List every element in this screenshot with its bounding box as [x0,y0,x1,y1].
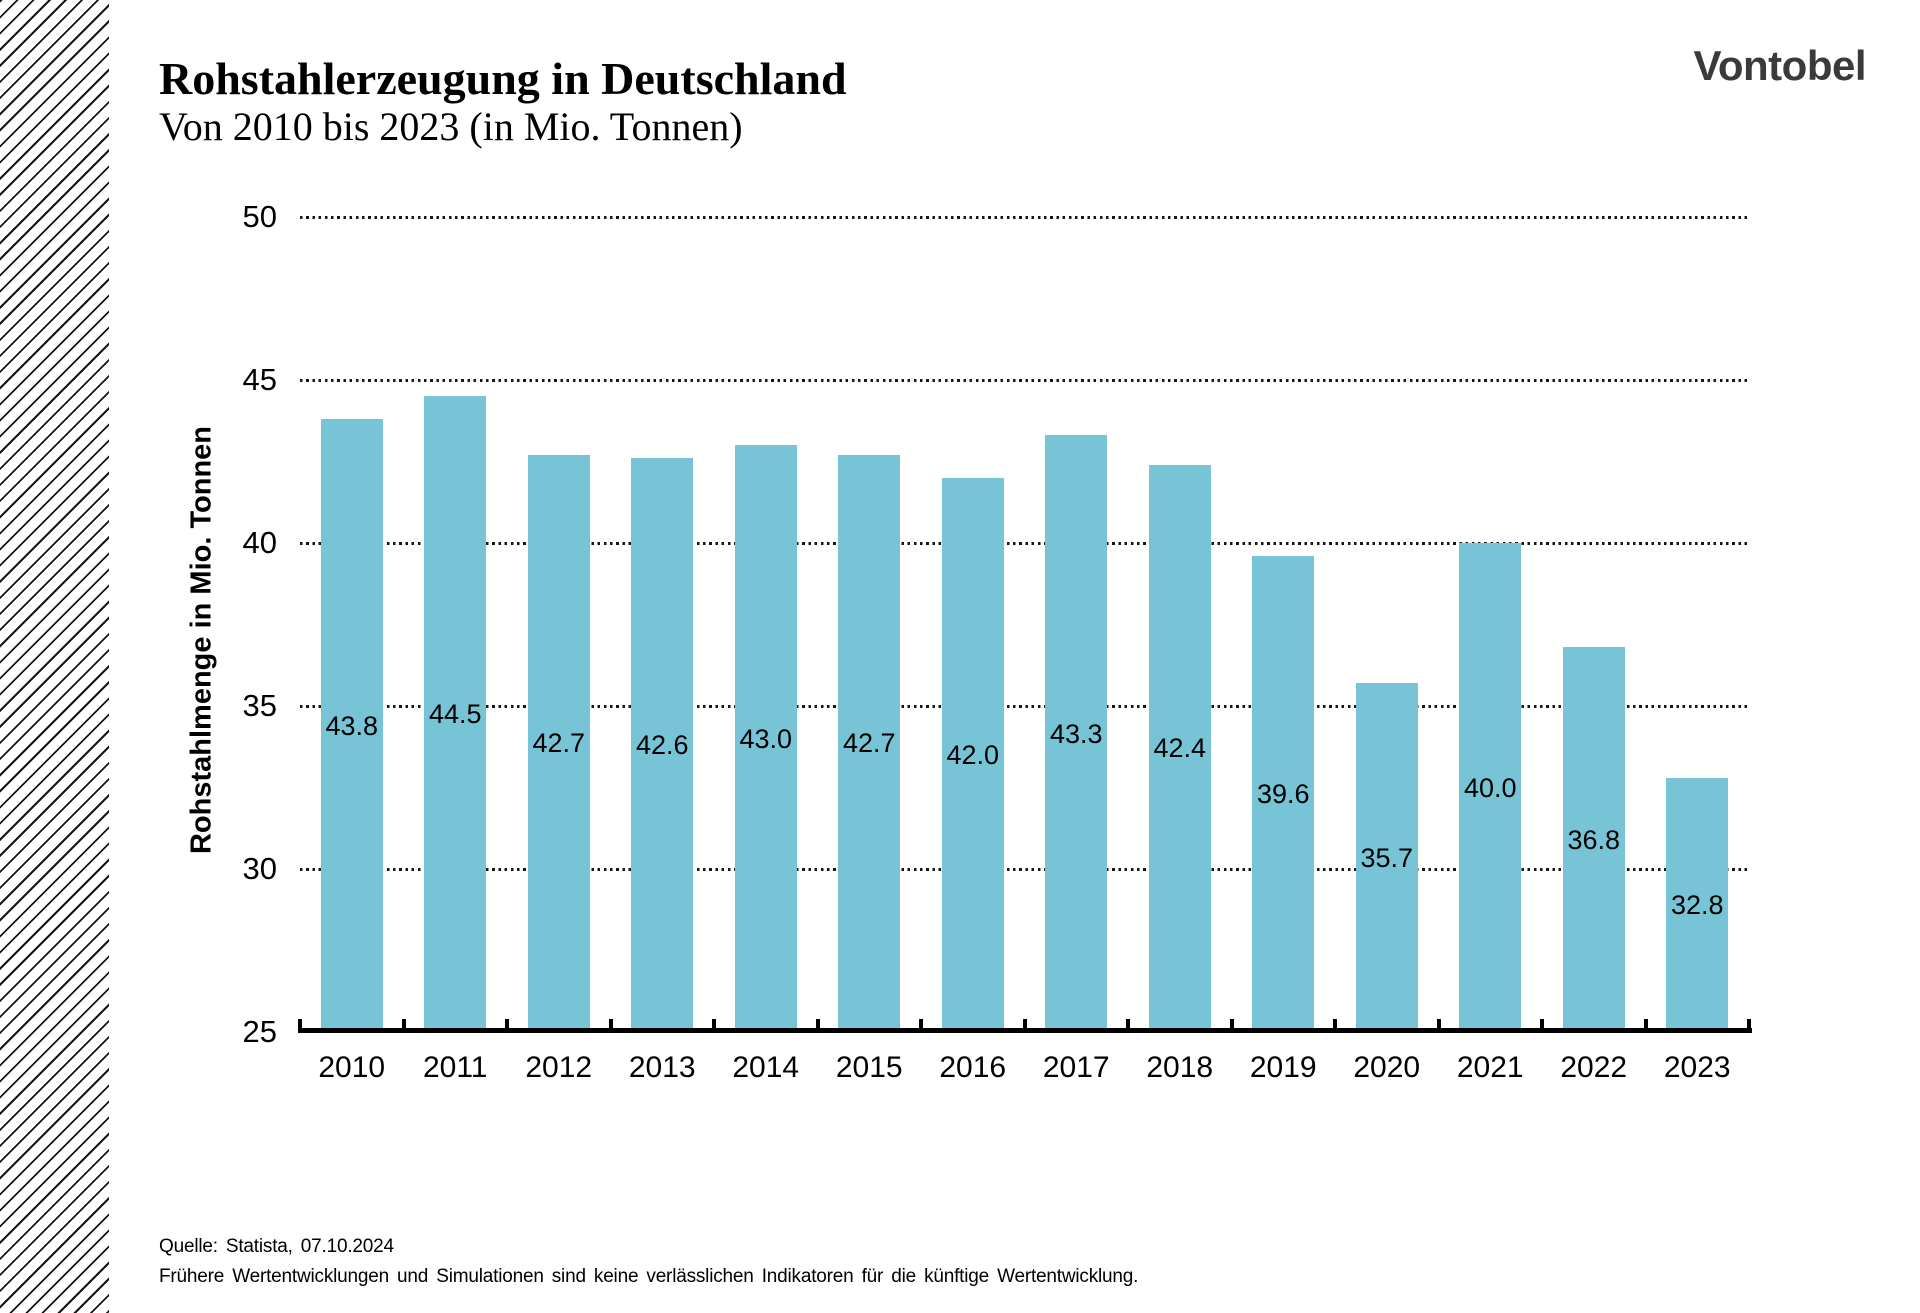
source-line: Quelle: Statista, 07.10.2024 [159,1236,394,1257]
bar-value-label-2015: 42.7 [842,728,896,759]
x-axis-tick [1229,1019,1234,1029]
bar-2019: 39.6 [1252,556,1315,1033]
bar-value-label-2017: 43.3 [1049,718,1103,749]
x-axis-tick [1643,1019,1648,1029]
x-axis-line [298,1028,1752,1033]
bar-2015: 42.7 [838,454,901,1033]
x-tick-label-2019: 2019 [1249,1051,1317,1084]
bar-2016: 42.0 [941,477,1004,1033]
gridline-40 [300,541,1749,545]
x-tick-label-2017: 2017 [1042,1051,1110,1084]
bar-2012: 42.7 [527,454,590,1033]
x-tick-label-2014: 2014 [732,1051,800,1084]
x-tick-label-2012: 2012 [525,1051,593,1084]
x-axis-tick [298,1019,302,1029]
y-tick-label-40: 40 [242,525,277,560]
bar-2023: 32.8 [1666,777,1729,1033]
x-tick-label-2021: 2021 [1456,1051,1524,1084]
gridline-35 [300,704,1749,708]
y-axis-title: Rohstahlmenge in Mio. Tonnen [185,425,218,855]
x-axis-tick [505,1019,509,1029]
x-tick-label-2016: 2016 [939,1051,1007,1084]
y-tick-label-45: 45 [242,362,277,397]
x-tick-label-2022: 2022 [1560,1051,1628,1084]
y-tick-label-35: 35 [242,688,277,723]
chart-subtitle: Von 2010 bis 2023 (in Mio. Tonnen) [159,104,743,149]
y-tick-label-50: 50 [242,199,277,234]
bar-2014: 43.0 [734,445,797,1033]
gridline-45 [300,378,1749,382]
x-axis-tick [1747,1019,1751,1029]
bar-2013: 42.6 [631,458,694,1033]
bar-value-label-2019: 39.6 [1256,779,1310,809]
x-tick-label-2010: 2010 [318,1051,386,1084]
x-tick-label-2011: 2011 [422,1051,488,1084]
bar-value-label-2012: 42.7 [532,728,586,759]
y-tick-label-30: 30 [242,851,277,886]
bar-2021: 40.0 [1459,543,1522,1033]
x-axis-tick [1126,1019,1130,1029]
source-block: Quelle: Statista, 07.10.2024 Frühere Wer… [159,1232,1138,1292]
bar-value-label-2023: 32.8 [1670,889,1724,920]
x-axis-tick [401,1019,406,1029]
bar-2020: 35.7 [1355,683,1418,1033]
x-tick-label-2023: 2023 [1663,1051,1731,1084]
bar-value-label-2016: 42.0 [946,739,1000,770]
bar-2022: 36.8 [1562,647,1625,1033]
bar-value-label-2020: 35.7 [1360,842,1414,873]
chart-title: Rohstahlerzeugung in Deutschland [159,53,847,104]
bar-value-label-2014: 43.0 [739,723,793,754]
bar-2018: 42.4 [1148,464,1211,1033]
x-axis-tick [1022,1019,1027,1029]
bar-value-label-2011: 44.5 [428,699,482,730]
vontobel-logo: Vontobel [1693,42,1866,89]
gridline-30 [300,867,1749,871]
x-tick-label-2013: 2013 [628,1051,696,1084]
x-tick-label-2020: 2020 [1353,1051,1421,1084]
x-axis-tick [1540,1019,1544,1029]
x-axis-tick [1436,1019,1441,1029]
bar-2011: 44.5 [424,396,487,1033]
x-axis-tick [1333,1019,1337,1029]
bar-value-label-2021: 40.0 [1463,772,1517,803]
x-axis-tick [608,1019,613,1029]
bar-value-label-2018: 42.4 [1153,733,1207,764]
bar-value-label-2022: 36.8 [1567,824,1621,855]
x-axis-tick [712,1019,716,1029]
y-tick-label-25: 25 [242,1014,277,1049]
x-axis-tick [815,1019,820,1029]
bar-value-label-2013: 42.6 [635,730,689,761]
bar-value-label-2010: 43.8 [325,710,379,741]
decorative-hatch-stripe [0,0,109,1313]
x-axis-tick [919,1019,923,1029]
disclaimer-line: Frühere Wertentwicklungen und Simulation… [159,1266,1139,1287]
x-tick-label-2015: 2015 [835,1051,903,1084]
bar-2010: 43.8 [320,419,383,1033]
x-tick-label-2018: 2018 [1146,1051,1214,1084]
gridline-50 [300,215,1749,219]
bar-2017: 43.3 [1045,435,1108,1033]
